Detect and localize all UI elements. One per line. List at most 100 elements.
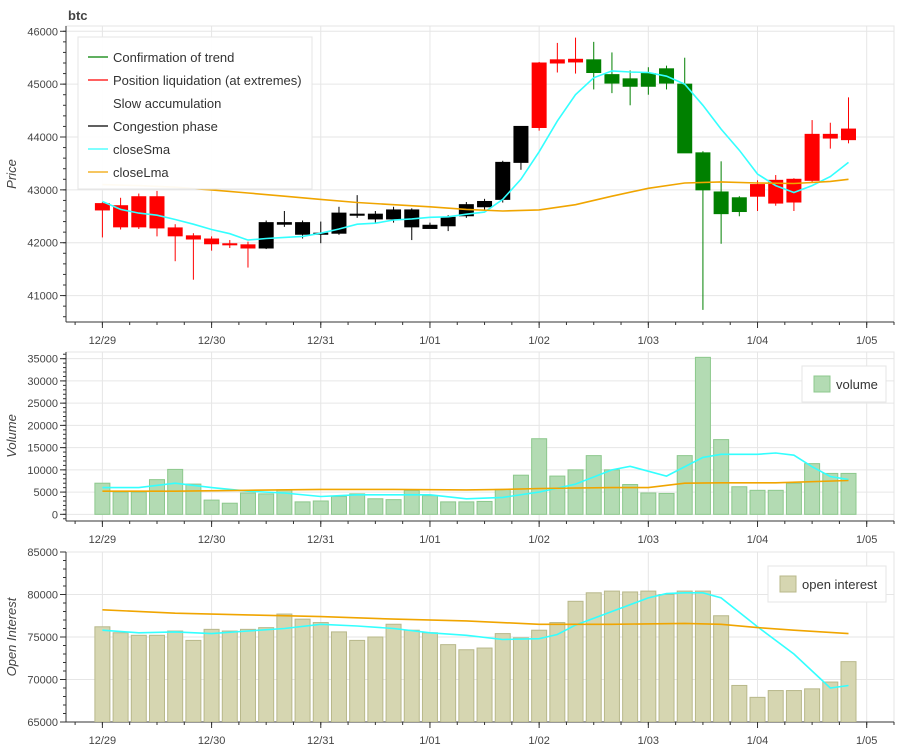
- y-tick-label: 80000: [27, 590, 58, 602]
- candle: [750, 180, 766, 211]
- candle-body: [640, 73, 656, 87]
- y-axis-title: Open Interest: [4, 596, 19, 676]
- y-tick-label: 41000: [27, 291, 58, 303]
- bar: [276, 613, 293, 722]
- x-tick-label: 12/29: [89, 534, 117, 546]
- x-tick-label: 1/04: [747, 534, 768, 546]
- legend: open interest: [767, 565, 887, 603]
- candle: [495, 160, 511, 203]
- candle: [149, 190, 165, 237]
- y-tick-label: 75000: [27, 632, 58, 644]
- bar: [440, 501, 457, 515]
- x-tick-label: 1/02: [528, 335, 549, 347]
- candle-body: [713, 191, 729, 215]
- y-axis-title: Price: [4, 159, 19, 189]
- legend-label: Slow accumulation: [113, 96, 221, 111]
- candle-body: [568, 58, 584, 63]
- bar: [349, 493, 366, 515]
- bar: [713, 615, 730, 722]
- legend-box: [77, 36, 313, 190]
- bar: [494, 633, 511, 722]
- candle: [258, 220, 274, 250]
- x-tick-label: 1/03: [638, 534, 659, 546]
- candle: [477, 198, 493, 211]
- candle: [113, 197, 129, 230]
- bar: [112, 491, 129, 515]
- candle: [367, 211, 383, 223]
- candle: [222, 240, 238, 248]
- y-tick-label: 42000: [27, 238, 58, 250]
- bar: [458, 649, 475, 722]
- y-tick-label: 70000: [27, 675, 58, 687]
- x-tick-label: 12/31: [307, 735, 335, 747]
- bar: [567, 600, 584, 722]
- x-tick-label: 12/31: [307, 335, 335, 347]
- bar: [804, 463, 821, 515]
- bar: [512, 637, 529, 722]
- bar: [749, 489, 766, 515]
- legend: Confirmation of trend Position liquidatio…: [77, 36, 313, 190]
- bar: [185, 483, 202, 515]
- legend-label: Congestion phase: [113, 119, 218, 134]
- candle: [604, 52, 620, 94]
- bar: [567, 469, 584, 515]
- bar: [694, 590, 711, 722]
- y-tick-label: 85000: [27, 547, 58, 559]
- y-tick-label: 46000: [27, 26, 58, 38]
- y-tick-label: 25000: [27, 398, 58, 410]
- bar: [148, 479, 165, 515]
- bar: [549, 622, 566, 722]
- bar: [312, 622, 329, 722]
- legend-label: Position liquidation (at extremes): [113, 73, 302, 88]
- bar: [203, 628, 220, 722]
- bar: [494, 488, 511, 515]
- bar: [822, 681, 839, 722]
- candle: [549, 42, 565, 73]
- candle-body: [586, 59, 602, 74]
- bar: [330, 631, 347, 722]
- bar: [403, 629, 420, 722]
- candle: [713, 161, 729, 244]
- bar: [330, 496, 347, 515]
- x-tick-label: 12/30: [198, 335, 226, 347]
- x-tick-label: 1/01: [419, 735, 440, 747]
- series-line-closeSma: [102, 452, 849, 500]
- bar: [713, 439, 730, 515]
- y-tick-label: 65000: [27, 717, 58, 729]
- candle: [804, 120, 820, 182]
- panel-open_interest: 65000 70000 75000 80000 85000 12/29 12/30 12/31…: [4, 547, 895, 747]
- y-tick-label: 10000: [27, 465, 58, 477]
- candle: [94, 202, 110, 238]
- bar: [822, 472, 839, 515]
- bar: [239, 628, 256, 722]
- candle-body: [113, 205, 129, 228]
- candle-body: [422, 224, 438, 229]
- candle-body: [677, 83, 693, 154]
- candle-body: [822, 133, 838, 139]
- candle: [568, 37, 584, 74]
- series-line-closeSma: [102, 592, 849, 689]
- plot-area-open_interest: [94, 590, 857, 722]
- series-line-closeLma: [102, 609, 849, 635]
- x-tick-label: 1/03: [638, 335, 659, 347]
- x-tick-label: 1/01: [419, 534, 440, 546]
- panel-volume: 0 5000 10000 15000 20000 25000 30000 35000 12/29…: [4, 351, 895, 546]
- candle-body: [622, 78, 638, 87]
- candle: [622, 70, 638, 106]
- candle-body: [222, 243, 238, 246]
- bar: [130, 634, 147, 722]
- legend: volume: [801, 365, 887, 403]
- legend-swatch: [779, 575, 797, 593]
- candle: [677, 57, 693, 154]
- x-tick-label: 1/05: [856, 335, 877, 347]
- y-tick-label: 5000: [34, 487, 58, 499]
- bar: [804, 688, 821, 722]
- y-tick-label: 44000: [27, 132, 58, 144]
- bar: [731, 684, 748, 722]
- candle-body: [549, 59, 565, 64]
- bar: [840, 661, 857, 722]
- bar: [785, 690, 802, 722]
- legend-label: open interest: [802, 577, 878, 592]
- bar: [294, 501, 311, 515]
- x-tick-label: 1/04: [747, 735, 768, 747]
